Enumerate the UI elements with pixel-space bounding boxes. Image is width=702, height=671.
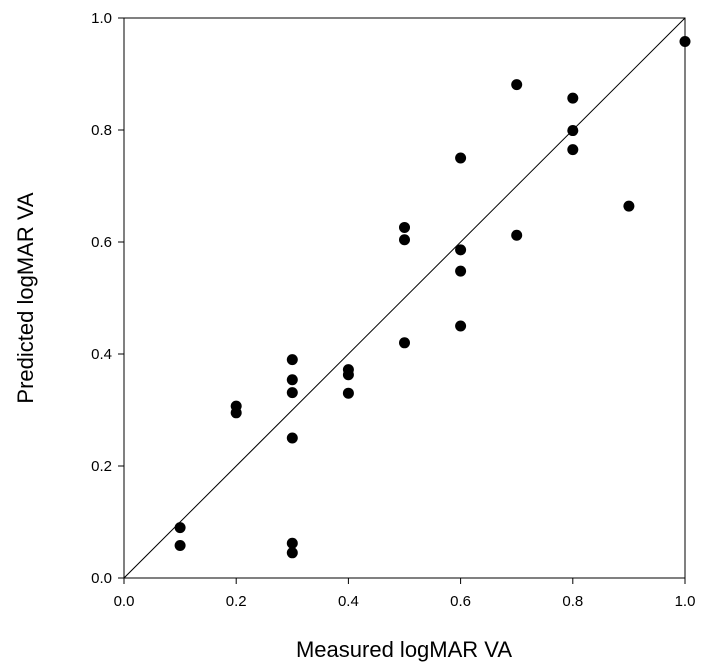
data-point bbox=[174, 522, 186, 534]
data-point bbox=[342, 369, 354, 381]
y-tick-label: 1.0 bbox=[91, 10, 112, 27]
data-point bbox=[230, 407, 242, 419]
data-point bbox=[286, 387, 298, 399]
x-tick-label: 0.8 bbox=[562, 593, 583, 610]
y-axis-ticks: 0.0 0.2 0.4 0.6 0.8 1.0 bbox=[91, 10, 124, 587]
data-point bbox=[399, 337, 410, 349]
data-point bbox=[455, 152, 467, 164]
data-point bbox=[286, 432, 298, 444]
data-point bbox=[399, 221, 410, 233]
data-point bbox=[286, 354, 298, 366]
y-tick-label: 0.0 bbox=[91, 570, 112, 587]
identity-line bbox=[123, 17, 686, 579]
data-point bbox=[679, 36, 691, 48]
x-tick-label: 0.4 bbox=[338, 593, 359, 610]
y-tick-label: 0.8 bbox=[91, 122, 112, 139]
plot-frame bbox=[123, 17, 686, 579]
x-tick-label: 0.0 bbox=[114, 593, 135, 610]
data-point bbox=[342, 387, 354, 399]
y-tick-label: 0.6 bbox=[91, 234, 112, 251]
x-tick-label: 0.6 bbox=[450, 593, 471, 610]
data-point bbox=[567, 125, 579, 137]
data-point bbox=[511, 229, 523, 241]
data-point bbox=[567, 144, 579, 156]
data-point bbox=[567, 92, 579, 104]
x-tick-label: 0.2 bbox=[226, 593, 247, 610]
data-point bbox=[455, 320, 467, 332]
y-tick-label: 0.2 bbox=[91, 458, 112, 475]
x-axis-title: Measured logMAR VA bbox=[296, 637, 512, 662]
data-point bbox=[455, 244, 467, 256]
x-tick-label: 1.0 bbox=[675, 593, 696, 610]
y-axis-title: Predicted logMAR VA bbox=[13, 192, 38, 403]
data-points bbox=[174, 36, 691, 559]
data-point bbox=[286, 547, 298, 559]
data-point bbox=[286, 374, 298, 386]
data-point bbox=[511, 79, 523, 91]
x-axis-ticks: 0.0 0.2 0.4 0.6 0.8 1.0 bbox=[114, 578, 696, 610]
data-point bbox=[174, 540, 186, 552]
data-point bbox=[623, 200, 635, 212]
data-point bbox=[455, 265, 467, 277]
data-point bbox=[399, 234, 410, 246]
y-tick-label: 0.4 bbox=[91, 346, 112, 363]
data-point bbox=[286, 537, 298, 549]
